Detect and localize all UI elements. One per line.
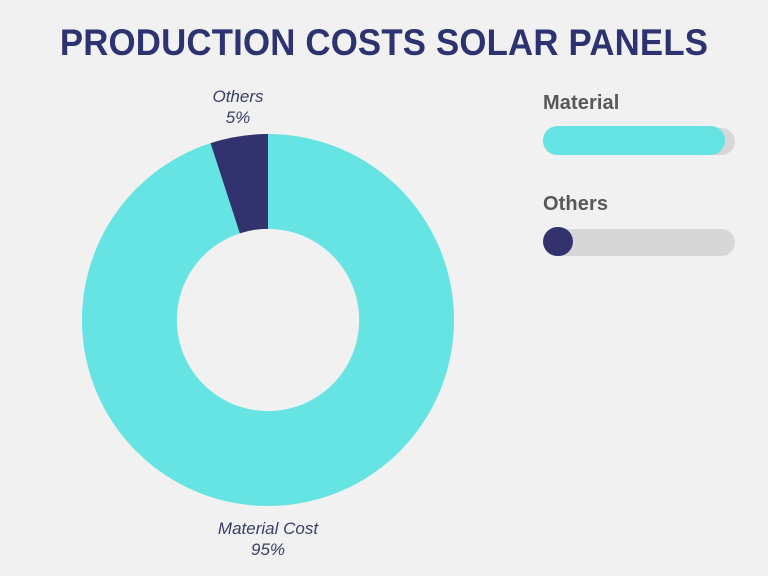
progress-fill-material (543, 126, 726, 155)
legend-entry-others: Others (543, 193, 738, 256)
slice-label-material-cost: Material Cost 95% (217, 519, 319, 560)
legend-entry-material: Material (543, 92, 738, 155)
progress-track-material[interactable] (543, 126, 735, 155)
slice-label-others: Others 5% (212, 87, 264, 128)
page-title: PRODUCTION COSTS SOLAR PANELS (59, 22, 709, 63)
donut-slice-others[interactable] (210, 134, 268, 234)
legend-label-others: Others (543, 193, 609, 215)
chart-legend: Material Others (543, 92, 738, 256)
donut-slice-material-cost[interactable] (82, 134, 454, 506)
progress-track-others[interactable] (543, 227, 735, 256)
legend-label-material: Material (543, 92, 620, 114)
progress-fill-others (543, 227, 573, 256)
donut-chart-svg (82, 134, 454, 506)
donut-chart: Others 5% Material Cost 95% (82, 87, 454, 560)
